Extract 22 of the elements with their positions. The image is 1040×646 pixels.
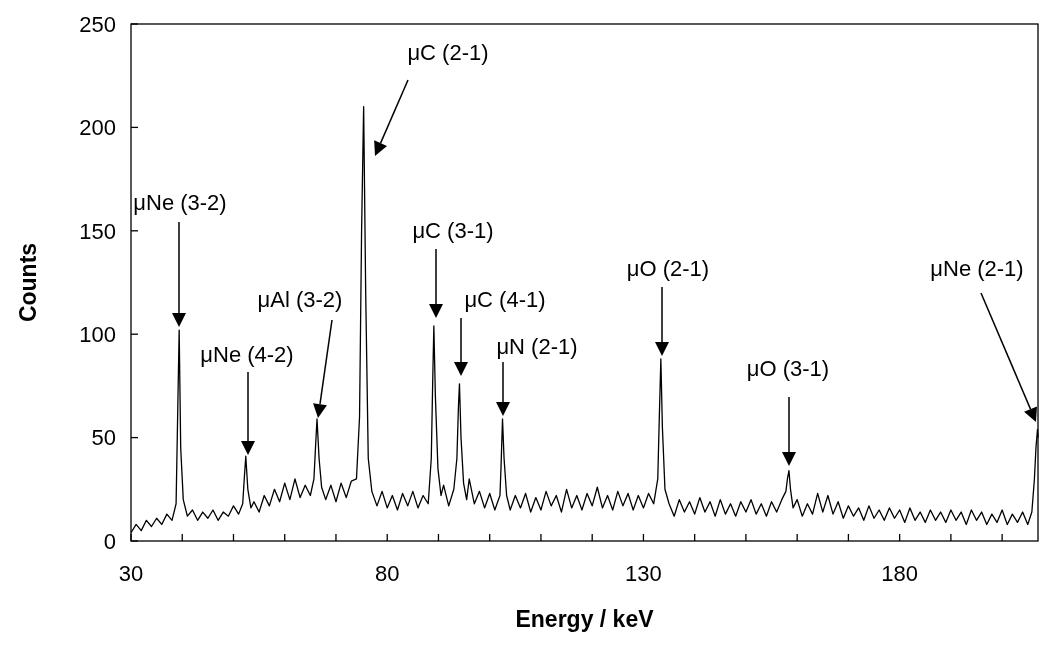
annotation: μO (3-1) — [746, 356, 830, 381]
annotation: μC (2-1) — [407, 40, 489, 65]
x-axis-title: Energy / keV — [515, 606, 655, 632]
annotation: μC (3-1) — [412, 218, 494, 243]
x-tick-label: 130 — [625, 561, 662, 586]
y-tick-label: 0 — [103, 528, 116, 554]
annotation: μO (2-1) — [626, 256, 710, 281]
y-tick-label: 250 — [79, 11, 116, 37]
y-tick-label: 50 — [91, 425, 116, 451]
y-axis-title: Counts — [15, 242, 41, 323]
x-tick-label: 80 — [374, 561, 400, 586]
y-tick-label: 150 — [79, 218, 116, 244]
annotation: μN (2-1) — [496, 334, 578, 359]
annotation: μAl (3-2) — [257, 287, 343, 312]
y-tick-label: 200 — [79, 115, 116, 141]
annotation: μNe (3-2) — [133, 190, 227, 215]
annotation: μNe (2-1) — [930, 256, 1024, 281]
annotation: μNe (4-2) — [200, 342, 294, 367]
annotation: μC (4-1) — [464, 287, 546, 312]
x-tick-label: 30 — [118, 561, 144, 586]
y-tick-label: 100 — [79, 321, 116, 347]
x-tick-label: 180 — [881, 561, 918, 586]
